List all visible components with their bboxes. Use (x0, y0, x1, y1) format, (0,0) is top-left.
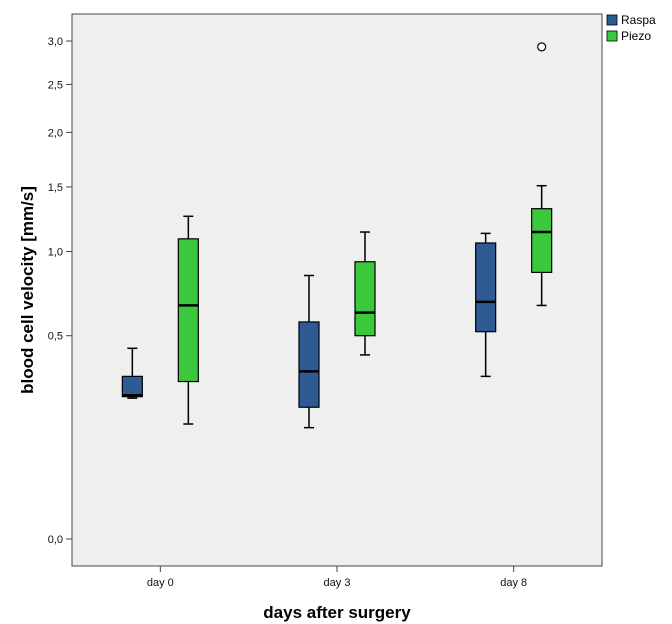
x-tick-label: day 0 (147, 577, 174, 589)
iqr-box (121, 375, 143, 398)
y-axis-title: blood cell velocity [mm/s] (18, 186, 37, 394)
x-tick-label: day 3 (324, 577, 351, 589)
box-raspa-0 (121, 347, 143, 399)
y-tick-label: 0,0 (48, 534, 63, 546)
box-piezo-0 (177, 215, 199, 425)
y-tick-label: 2,0 (48, 127, 63, 139)
iqr-box (177, 238, 199, 383)
x-tick-label: day 8 (500, 577, 527, 589)
x-axis-title: days after surgery (263, 603, 411, 622)
plot-area (71, 13, 603, 567)
outlier-point (537, 42, 547, 52)
iqr-box (298, 321, 320, 408)
y-tick-label: 2,5 (48, 79, 63, 91)
y-tick-label: 1,0 (48, 247, 63, 259)
box-piezo-1 (354, 231, 376, 356)
box-piezo-2 (531, 184, 553, 307)
y-axis: 0,0 0,5 1,0 1,5 2,0 2,5 3,0 (48, 36, 72, 546)
legend-label-raspa: Raspa (621, 13, 656, 27)
box-raspa-2 (475, 232, 497, 378)
legend-label-piezo: Piezo (621, 29, 651, 43)
legend-swatch-piezo (606, 30, 618, 42)
y-tick-label: 1,5 (48, 182, 63, 194)
y-tick-label: 0,5 (48, 331, 63, 343)
iqr-box (354, 261, 376, 337)
x-axis: day 0 day 3 day 8 (147, 566, 527, 589)
legend: Raspa Piezo (606, 13, 656, 43)
box-raspa-1 (298, 274, 320, 429)
iqr-box (475, 242, 497, 333)
iqr-box (531, 208, 553, 273)
legend-swatch-raspa (606, 14, 618, 26)
box-series (121, 42, 553, 429)
y-tick-label: 3,0 (48, 36, 63, 48)
